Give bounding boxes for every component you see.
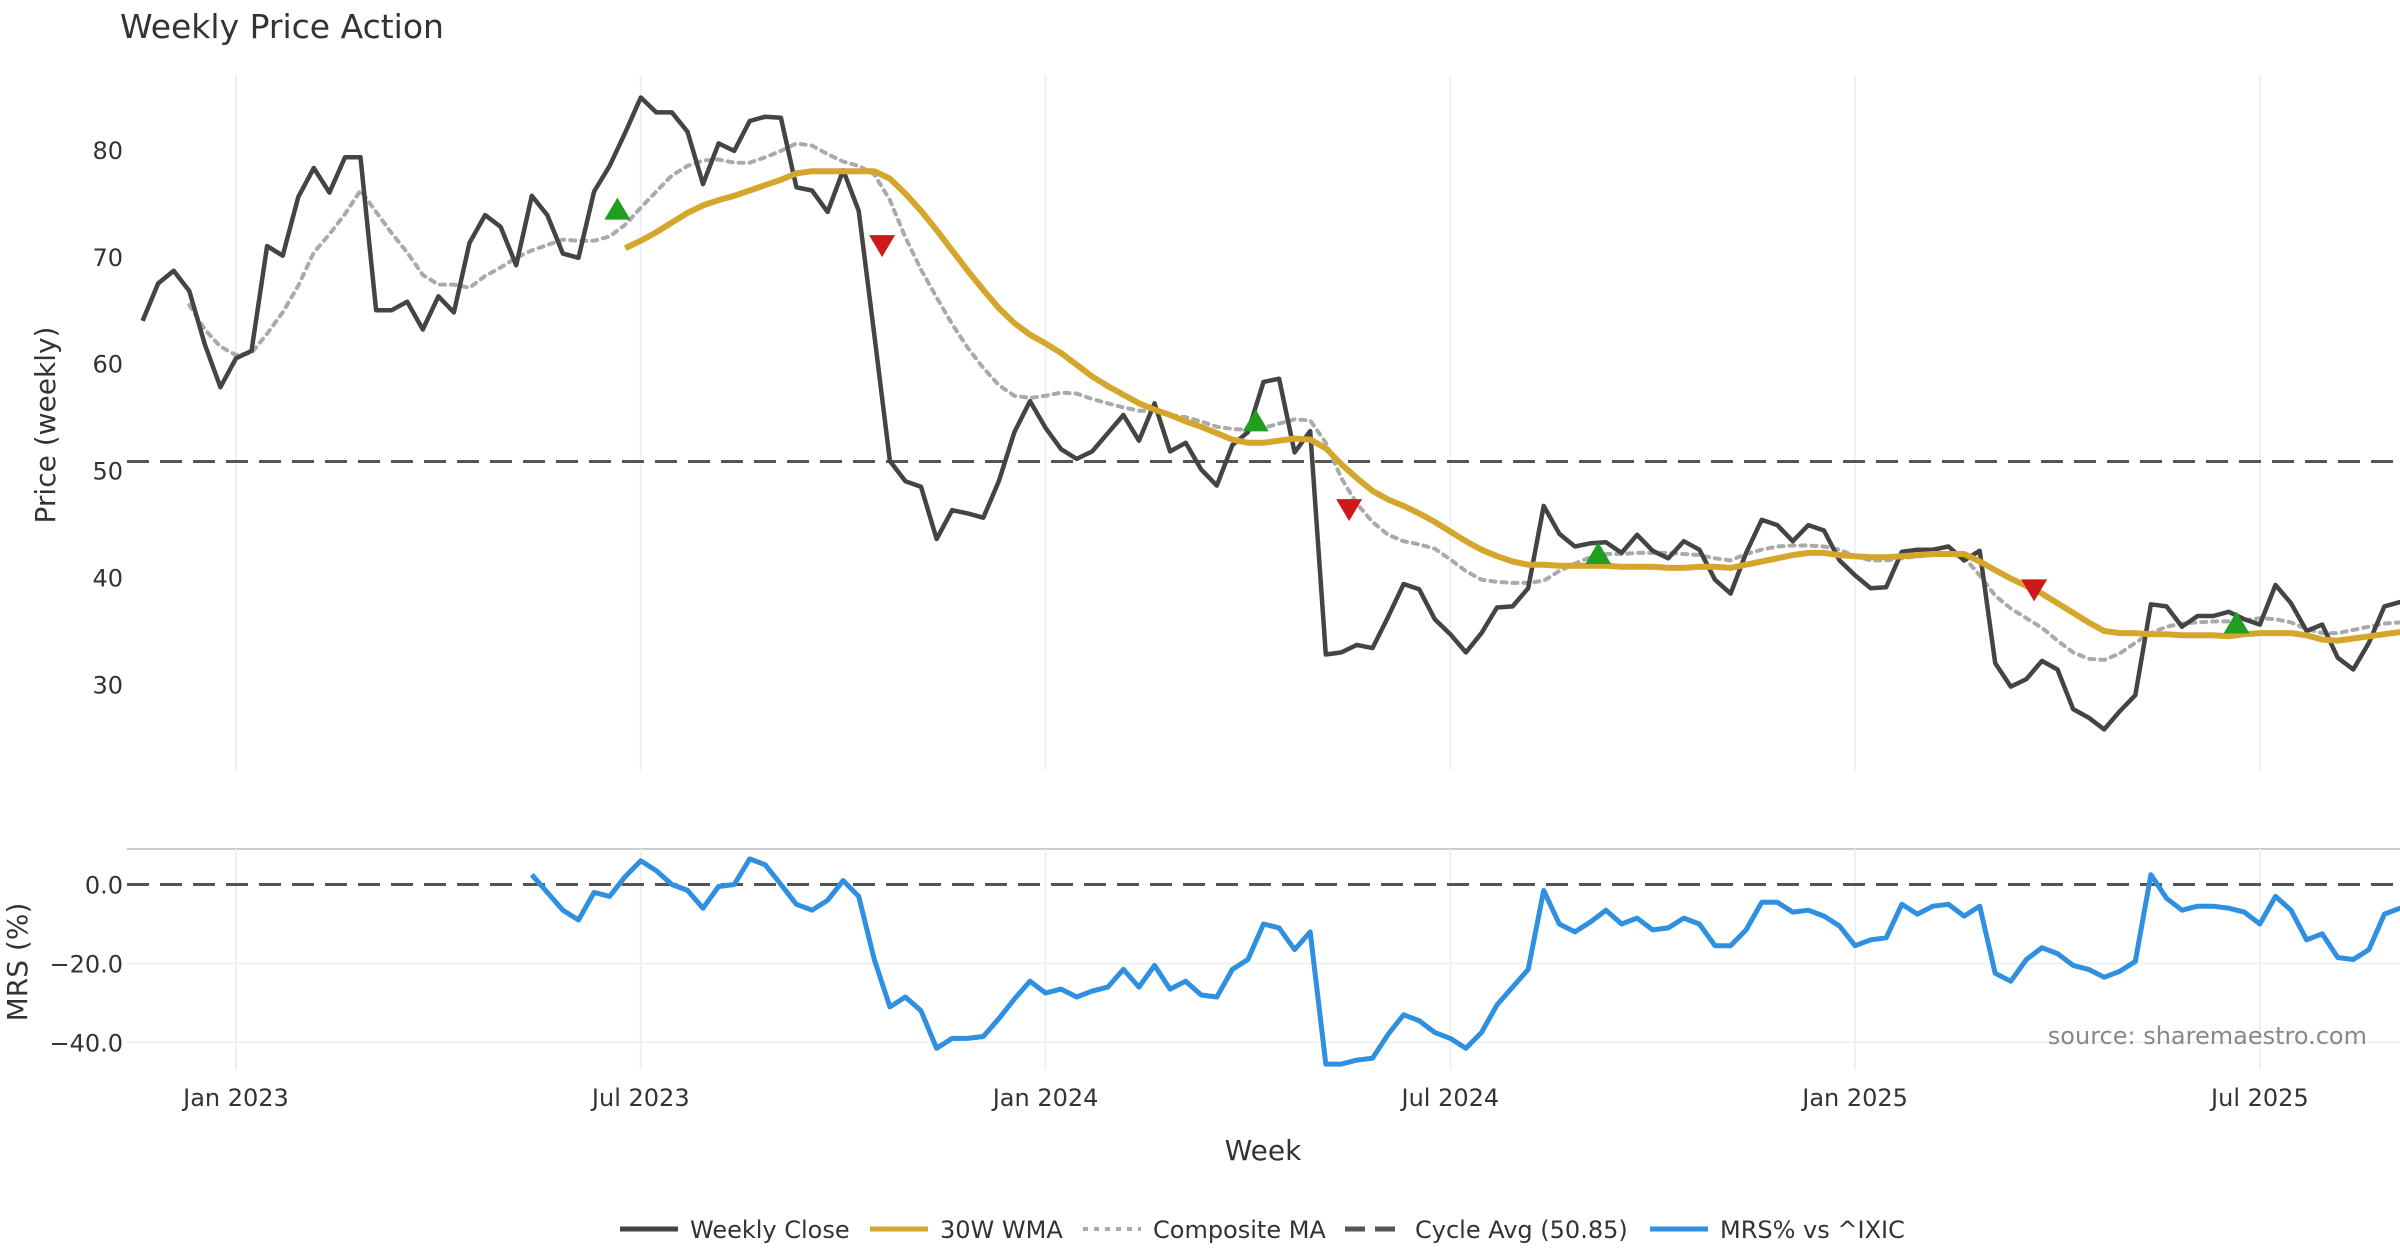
mrs-series [127,856,2400,1067]
sell-signal-marker [2021,579,2048,602]
source-credit: source: sharemaestro.com [2048,1022,2367,1050]
x-tick-label: Jan 2023 [181,1084,289,1112]
buy-signal-marker [604,197,631,220]
sell-signal-marker [1336,499,1363,522]
sell-signal-marker [869,235,896,258]
legend-label: Weekly Close [690,1216,850,1244]
x-tick-label: Jan 2024 [991,1084,1099,1112]
price-series [127,95,2400,732]
legend-label: Cycle Avg (50.85) [1415,1216,1628,1244]
price-gridlines [234,75,2261,770]
legend-label: MRS% vs ^IXIC [1720,1216,1905,1244]
mrs-y-tick-label: −20.0 [49,950,123,978]
legend-label: Composite MA [1153,1216,1326,1244]
buy-signal-marker [1242,409,1269,432]
price-y-tick-label: 30 [92,671,123,699]
price-y-tick-label: 60 [92,351,123,379]
price-y-tick-label: 50 [92,458,123,486]
chart-title: Weekly Price Action [120,7,444,46]
price-y-tick-label: 70 [92,244,123,272]
legend: Weekly Close 30W WMA Composite MA Cycle Avg… [620,1216,1905,1244]
composite-ma-line [187,141,2400,662]
buy-signal-marker [1585,541,1612,564]
x-tick-label: Jul 2024 [1399,1084,1499,1112]
signal-markers [604,197,2250,634]
price-y-ticks: 30 40 50 60 70 80 [92,137,123,700]
x-tick-label: Jan 2025 [1800,1084,1908,1112]
mrs-y-tick-label: 0.0 [85,872,123,900]
legend-label: 30W WMA [940,1216,1063,1244]
mrs-line [529,856,2400,1067]
buy-signal-marker [2223,611,2250,634]
x-tick-label: Jul 2025 [2209,1084,2309,1112]
weekly-close-line [140,95,2400,732]
mrs-y-tick-label: −40.0 [49,1029,123,1057]
mrs-y-axis-title: MRS (%) [1,903,34,1022]
price-y-tick-label: 40 [92,565,123,593]
mrs-y-ticks: 0.0 −20.0 −40.0 [49,872,123,1058]
x-tick-label: Jul 2023 [590,1084,690,1112]
wma-30w-line [623,168,2400,644]
x-axis-ticks: Jan 2023 Jul 2023 Jan 2024 Jul 2024 Jan 2025… [181,1084,2309,1112]
price-y-tick-label: 80 [92,137,123,165]
x-axis-title: Week [1225,1134,1302,1167]
price-y-axis-title: Price (weekly) [29,327,62,524]
